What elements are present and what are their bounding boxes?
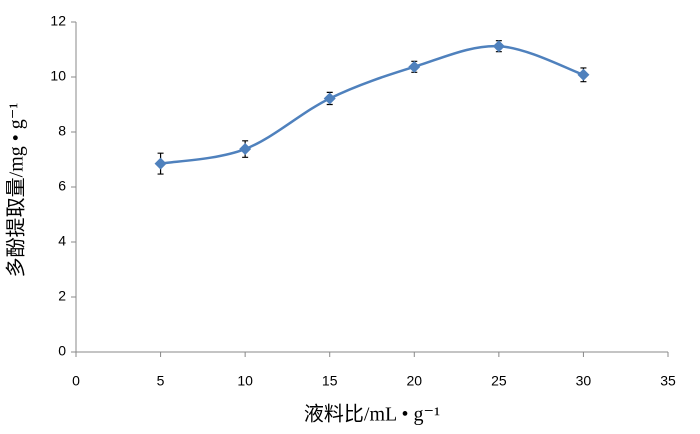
marker xyxy=(323,92,336,105)
y-tick-label: 8 xyxy=(58,123,66,139)
series-line xyxy=(160,44,584,165)
x-tick-label: 10 xyxy=(237,373,253,389)
y-tick-label: 12 xyxy=(50,13,66,29)
y-tick-label: 10 xyxy=(50,68,66,84)
y-axis-title: 多酚提取量/mg • g⁻¹ xyxy=(5,103,28,278)
marker xyxy=(154,157,167,170)
x-tick-label: 25 xyxy=(491,373,507,389)
marker xyxy=(239,143,252,156)
x-tick-label: 15 xyxy=(322,373,338,389)
x-tick-label: 35 xyxy=(660,373,676,389)
y-tick-label: 6 xyxy=(58,178,66,194)
marker xyxy=(577,68,590,81)
x-tick-label: 20 xyxy=(406,373,422,389)
marker xyxy=(492,40,505,53)
x-tick-label: 0 xyxy=(72,373,80,389)
y-tick-label: 4 xyxy=(58,233,66,249)
x-tick-label: 30 xyxy=(576,373,592,389)
y-tick-label: 0 xyxy=(58,343,66,359)
y-tick-label: 2 xyxy=(58,288,66,304)
marker xyxy=(408,60,421,73)
x-axis-title: 液料比/mL • g⁻¹ xyxy=(304,403,440,426)
x-tick-label: 5 xyxy=(157,373,165,389)
